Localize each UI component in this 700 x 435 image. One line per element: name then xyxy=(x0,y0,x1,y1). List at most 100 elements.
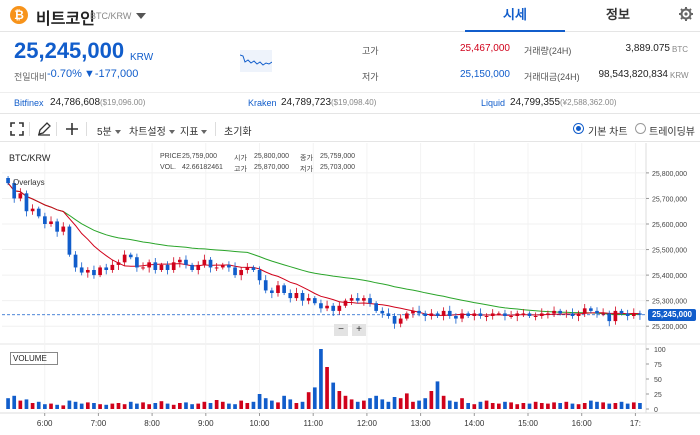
low-label: 저가 xyxy=(362,72,379,82)
candle-body xyxy=(128,254,133,258)
high-value: 25,467,000 xyxy=(459,43,510,54)
volume-bar xyxy=(92,403,96,409)
volume-bar xyxy=(159,401,164,409)
volume-bar xyxy=(239,400,244,409)
exchange-name[interactable]: Bitfinex xyxy=(14,98,44,108)
chart-settings-menu[interactable]: 차트설정 xyxy=(129,123,175,138)
volume-bar xyxy=(55,404,59,409)
basic-chart-radio[interactable] xyxy=(573,123,584,134)
volume-bar xyxy=(6,398,10,409)
volume-bar xyxy=(441,395,446,409)
volume-bar xyxy=(478,401,483,409)
volume-bar xyxy=(539,403,544,409)
zoom-out-button[interactable]: − xyxy=(334,324,348,336)
fullscreen-icon[interactable] xyxy=(8,120,26,138)
candle-body xyxy=(343,300,348,306)
volume-bar xyxy=(165,403,170,409)
exchange-price-row: Bitfinex 24,786,608 ($19,096.00) Kraken … xyxy=(0,92,700,114)
tradingview-label[interactable]: 트레이딩뷰 xyxy=(649,127,695,138)
volume-bar xyxy=(613,403,618,409)
ohlc-vol: 42.66182461 xyxy=(182,164,223,171)
volume-bar xyxy=(355,401,360,409)
tab-info[interactable]: 정보 xyxy=(606,7,630,22)
volume-bar xyxy=(466,403,471,409)
candle-body xyxy=(141,267,145,269)
candle-body xyxy=(576,313,581,316)
gear-icon[interactable] xyxy=(678,6,694,22)
candle-body xyxy=(116,262,121,265)
volume-bar xyxy=(472,404,477,409)
zoom-in-button[interactable]: + xyxy=(352,324,366,336)
volume-bar xyxy=(392,397,397,409)
candle-body xyxy=(454,316,458,319)
exchange-name[interactable]: Liquid xyxy=(481,98,506,108)
candle-body xyxy=(582,308,587,314)
tradingview-radio[interactable] xyxy=(635,123,646,134)
coin-name[interactable]: 비트코인 xyxy=(36,11,95,28)
candle-body xyxy=(171,262,176,270)
price-chart[interactable]: 25,800,000 25,700,000 25,600,000 25,500,000… xyxy=(0,143,700,435)
candlestick-chart-svg[interactable]: 25,800,000 25,700,000 25,600,000 25,500,000… xyxy=(0,143,700,435)
volume-bar xyxy=(374,395,378,409)
exchange-price: 24,789,723 xyxy=(281,97,332,108)
candle-body xyxy=(362,298,366,301)
volume-bar xyxy=(527,403,532,409)
candle-body xyxy=(386,313,391,316)
volume-bar xyxy=(128,401,133,409)
basic-chart-label[interactable]: 기본 차트 xyxy=(588,127,628,138)
volume-bar xyxy=(398,398,403,409)
candle-body xyxy=(251,267,256,270)
volume-bar xyxy=(312,387,317,409)
pencil-icon[interactable] xyxy=(35,120,53,138)
time-tick-label: 8:00 xyxy=(144,419,160,428)
candle-body xyxy=(404,313,409,319)
time-tick-label: 11:00 xyxy=(303,419,323,428)
crosshair-icon[interactable] xyxy=(63,120,81,138)
volume-bar xyxy=(177,403,182,409)
candle-body xyxy=(552,310,556,314)
price-unit: KRW xyxy=(130,52,154,63)
volume-bar xyxy=(227,403,231,409)
candle-body xyxy=(43,216,47,224)
candle-body xyxy=(233,267,237,276)
coin-pair[interactable]: BTC/KRW xyxy=(90,11,132,21)
volume-bar xyxy=(362,400,366,409)
exchange-name[interactable]: Kraken xyxy=(248,98,277,108)
tab-sise[interactable]: 시세 xyxy=(465,0,565,32)
interval-select[interactable]: 5분 xyxy=(97,123,121,138)
candle-body xyxy=(638,313,642,315)
price-tick-label: 25,300,000 xyxy=(652,299,687,306)
candle-body xyxy=(619,310,624,314)
volume-bar xyxy=(325,367,329,409)
candle-body xyxy=(472,313,477,316)
volume-bar xyxy=(220,401,225,409)
volume-bar xyxy=(208,403,213,409)
volume-bar xyxy=(337,391,342,409)
candle-body xyxy=(135,257,139,268)
volume-bar xyxy=(202,401,207,409)
candle-body xyxy=(441,310,446,316)
candle-body xyxy=(300,293,305,301)
volume-bar xyxy=(638,403,642,409)
time-tick-label: 14:00 xyxy=(464,419,485,428)
indicators-menu[interactable]: 지표 xyxy=(180,123,208,138)
volume-label: 거래량(24H) xyxy=(524,46,572,56)
candle-body xyxy=(546,313,550,315)
candle-body xyxy=(368,298,372,304)
candle-body xyxy=(312,298,317,304)
volume-bar xyxy=(270,400,274,409)
candle-body xyxy=(6,178,10,184)
volume-bar xyxy=(18,400,23,409)
exchange-price-usd: ($19,096.00) xyxy=(100,98,146,107)
candle-body xyxy=(601,313,605,315)
volume-tick-label: 25 xyxy=(654,392,662,399)
candle-body xyxy=(49,221,53,224)
overlays-label[interactable]: Overlays xyxy=(13,178,45,187)
time-tick-label: 13:00 xyxy=(411,419,432,428)
candle-body xyxy=(515,313,520,316)
chevron-down-icon[interactable] xyxy=(136,13,146,19)
volume-panel-label: VOLUME xyxy=(10,352,58,365)
volume-bar xyxy=(116,403,121,409)
reset-button[interactable]: 초기화 xyxy=(224,127,252,138)
candle-body xyxy=(503,313,507,316)
